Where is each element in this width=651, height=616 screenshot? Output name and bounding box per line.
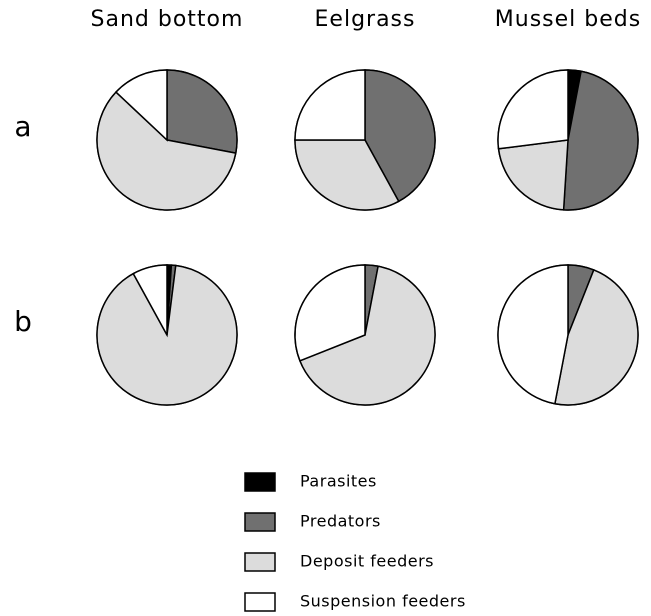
row-label: a: [14, 110, 31, 143]
pie-slice: [562, 70, 639, 211]
pie-slice: [132, 264, 168, 336]
pie-slice: [166, 69, 238, 154]
legend-swatch: [244, 512, 276, 532]
legend-label: Predators: [300, 512, 381, 531]
pie-slice: [364, 69, 436, 203]
pie-slice: [114, 69, 168, 142]
column-label: Mussel beds: [495, 7, 641, 32]
pie-slice: [497, 139, 569, 211]
pie-slice: [298, 265, 436, 406]
row-label: b: [14, 305, 32, 338]
pie-slice: [554, 268, 639, 406]
legend-swatch: [244, 472, 276, 492]
column-label: Eelgrass: [315, 7, 416, 32]
pie-slice: [96, 91, 237, 211]
legend-label: Parasites: [300, 472, 377, 491]
pie-slice: [497, 69, 569, 150]
pie-slice: [294, 139, 400, 211]
pie-slice: [497, 264, 569, 405]
pie-slice: [96, 264, 238, 406]
legend-label: Suspension feeders: [300, 592, 466, 611]
legend-swatch: [244, 592, 276, 612]
pie-slice: [294, 264, 366, 362]
pie-slice: [294, 69, 366, 141]
column-label: Sand bottom: [91, 7, 244, 32]
legend-swatch: [244, 552, 276, 572]
legend-label: Deposit feeders: [300, 552, 434, 571]
